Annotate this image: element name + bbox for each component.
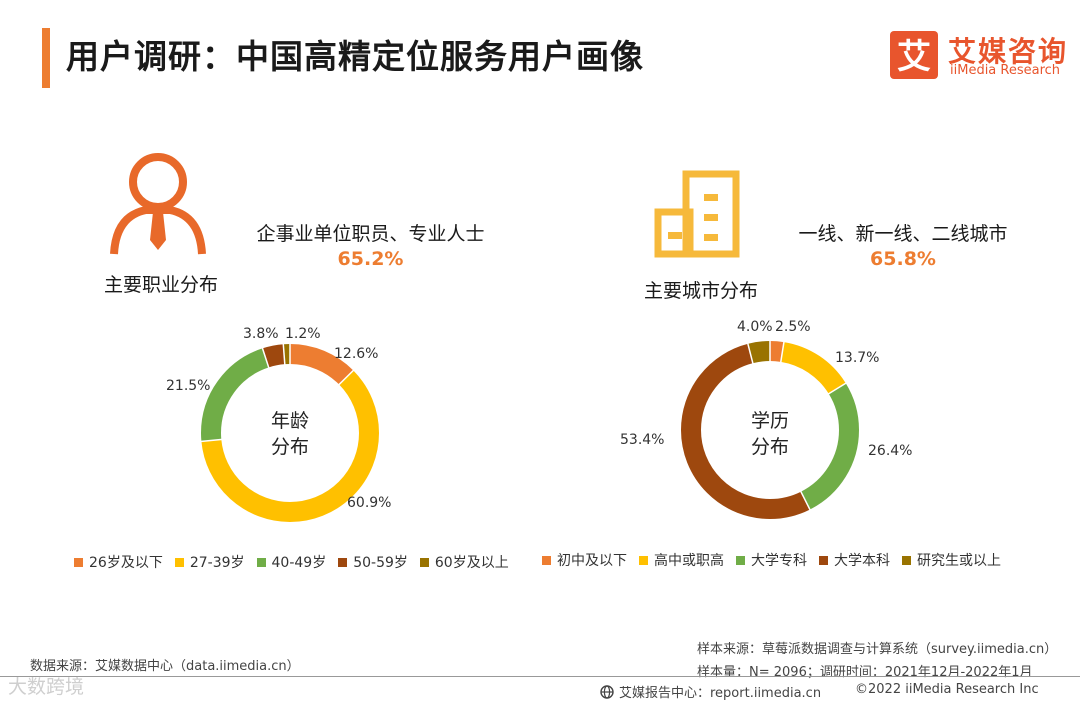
legend-swatch	[542, 555, 551, 565]
age-donut-chart	[200, 343, 379, 522]
city-main-pct: 65.8%	[870, 248, 936, 270]
legend-swatch	[639, 555, 648, 565]
globe-icon	[600, 684, 614, 699]
age-slice-27-39	[201, 344, 379, 522]
copyright: ©2022 iiMedia Research Inc	[855, 682, 1039, 697]
slice-separator	[337, 369, 355, 386]
slice-separator	[827, 382, 847, 395]
age-label-27-39: 60.9%	[347, 495, 391, 511]
logo-text-cn: 艾媒咨询	[948, 35, 1069, 68]
age-legend-item: 27-39岁	[174, 552, 245, 572]
edu-legend-item: 研究生或以上	[902, 550, 1001, 570]
title-accent-bar	[42, 28, 50, 88]
legend-swatch	[419, 557, 429, 567]
iimedia-logo: 艾	[890, 31, 938, 79]
edu-legend-item: 初中及以下	[542, 550, 627, 570]
legend-swatch	[819, 555, 828, 565]
age-legend-item: 60岁及以上	[419, 552, 509, 572]
slice-separator	[261, 347, 270, 369]
age-legend: 26岁及以下 27-39岁 40-49岁 50-59岁 60岁及以上	[74, 552, 521, 572]
edu-label-high-school: 13.7%	[835, 350, 879, 366]
data-source: 数据来源：艾媒数据中心（data.iimedia.cn）	[30, 659, 300, 674]
edu-legend-item: 大学本科	[819, 550, 890, 570]
edu-label-college: 26.4%	[868, 443, 912, 459]
age-center-line2: 分布	[270, 436, 309, 458]
office-building-icon	[654, 170, 740, 258]
edu-center-line2: 分布	[750, 436, 789, 458]
legend-swatch	[902, 555, 911, 565]
city-label: 主要城市分布	[644, 280, 759, 302]
edu-slice-bachelor	[681, 341, 859, 519]
edu-slice-college	[681, 341, 859, 519]
watermark: 大数跨境	[8, 676, 85, 698]
age-center-line1: 年龄	[270, 410, 309, 432]
age-legend-item: 26岁及以下	[74, 552, 163, 572]
age-label-40-49: 21.5%	[166, 378, 210, 394]
age-legend-item: 50-59岁	[338, 552, 408, 572]
age-label-26-below: 12.6%	[334, 346, 378, 362]
slice-separator	[746, 342, 754, 365]
footer-divider	[0, 676, 1080, 677]
logo-glyph: 艾	[897, 37, 931, 77]
slice-separator	[200, 438, 223, 443]
occupation-main-text: 企事业单位职员、专业人士	[256, 223, 485, 245]
logo-text-en: iiMedia Research	[950, 63, 1061, 78]
age-legend-item: 40-49岁	[256, 552, 326, 572]
edu-label-bachelor: 53.4%	[620, 432, 664, 448]
occupation-label: 主要职业分布	[104, 274, 219, 296]
edu-label-junior-high: 2.5%	[775, 319, 811, 335]
logo-mark-icon: 艾	[897, 37, 931, 77]
age-label-50-59: 3.8%	[243, 326, 279, 342]
education-chart-center-label: 学历 分布	[720, 408, 820, 460]
occupation-main-pct: 65.2%	[337, 248, 404, 270]
slice-separator	[779, 340, 785, 363]
city-main-text: 一线、新一线、二线城市	[798, 223, 1008, 245]
edu-legend-item: 高中或职高	[639, 550, 724, 570]
edu-label-postgrad: 4.0%	[737, 319, 773, 335]
report-center-text: 艾媒报告中心：report.iimedia.cn	[619, 686, 822, 701]
page-title: 用户调研：中国高精定位服务用户画像	[66, 37, 644, 76]
education-legend: 初中及以下 高中或职高 大学专科 大学本科 研究生或以上	[542, 550, 1013, 570]
legend-swatch	[74, 557, 83, 567]
age-label-60-plus: 1.2%	[285, 326, 321, 342]
legend-swatch	[174, 557, 184, 567]
person-with-tie-icon	[110, 153, 206, 255]
legend-swatch	[256, 557, 266, 567]
sample-size: 样本量：N= 2096；调研时间：2021年12月-2022年1月	[697, 665, 1033, 680]
edu-center-line1: 学历	[750, 410, 789, 432]
report-center: 艾媒报告中心：report.iimedia.cn	[600, 682, 821, 701]
edu-legend-item: 大学专科	[736, 550, 807, 570]
education-donut-chart	[681, 340, 859, 519]
age-chart-center-label: 年龄 分布	[240, 408, 340, 460]
sample-source: 样本来源：草莓派数据调查与计算系统（survey.iimedia.cn）	[697, 642, 1058, 657]
legend-swatch	[338, 557, 348, 567]
slice-separator	[799, 490, 812, 511]
slice-separator	[282, 343, 286, 366]
age-slice-40-49	[201, 344, 379, 522]
legend-swatch	[736, 555, 745, 565]
